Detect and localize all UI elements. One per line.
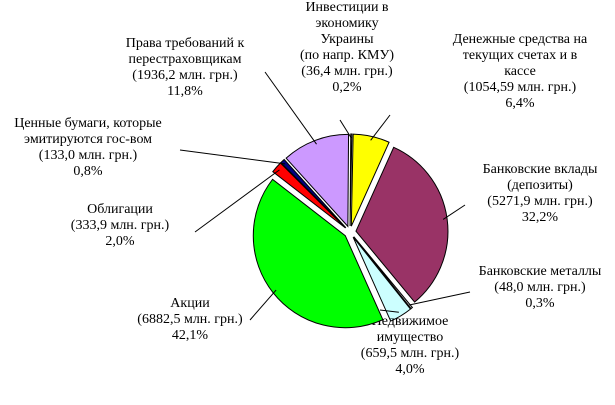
slice-percent: 0,2% xyxy=(332,80,362,95)
label-line: Денежные средства на xyxy=(453,32,588,47)
label-line: кассе xyxy=(504,64,536,79)
label-line: эмитируются гос-вом xyxy=(24,132,152,147)
slice-label: Облигации xyxy=(87,202,153,217)
slice-percent: 6,4% xyxy=(505,96,535,111)
label-line: Ценные бумаги, которые xyxy=(14,116,162,131)
label-line: Права требований к xyxy=(126,36,245,51)
leader-line xyxy=(442,204,466,220)
slice-label: Права требований к перестраховщикам xyxy=(126,36,245,67)
pie-slice xyxy=(353,236,414,310)
pie-slice xyxy=(280,158,347,229)
slice-label: Банковские металлы xyxy=(479,264,602,279)
label-line: имущество xyxy=(377,330,444,345)
slice-percent: 2,0% xyxy=(105,234,135,249)
slice-amount: (333,9 млн. грн.) xyxy=(71,218,170,233)
pie-slice xyxy=(355,146,449,303)
label-line: (депозиты) xyxy=(507,178,573,193)
slice-amount: (659,5 млн. грн.) xyxy=(361,346,460,361)
slice-amount: (6882,5 млн. грн.) xyxy=(137,312,243,327)
slice-amount: (133,0 млн. грн.) xyxy=(39,148,138,163)
leader-line xyxy=(339,119,352,139)
slice-amount: (1936,2 млн. грн.) xyxy=(132,68,238,83)
slice-label: Акции xyxy=(170,296,210,311)
leader-line xyxy=(264,71,317,145)
slice-label: Инвестиции в экономику Украины (по напр. КМ… xyxy=(300,0,394,63)
label-line: Недвижимое xyxy=(372,314,449,329)
label-line: перестраховщикам xyxy=(129,52,242,67)
label-line: Украины xyxy=(320,32,374,47)
label-line: Банковские металлы xyxy=(479,264,602,279)
label-line: экономику xyxy=(315,16,378,31)
pie-slice xyxy=(252,178,384,329)
label-line: Инвестиции в xyxy=(305,0,388,15)
slice-amount: (5271,9 млн. грн.) xyxy=(487,194,593,209)
slice-percent: 0,3% xyxy=(525,296,555,311)
pie-slice xyxy=(349,133,353,227)
pie-slice xyxy=(350,133,390,227)
label-line: Акции xyxy=(170,296,210,311)
pie-slice xyxy=(352,236,412,322)
slice-label: Ценные бумаги, которые эмитируются гос-во… xyxy=(14,116,162,147)
slice-percent: 11,8% xyxy=(167,84,203,99)
slice-percent: 0,8% xyxy=(73,164,103,179)
slice-label: Денежные средства на текущих счетах и в ка… xyxy=(453,32,588,79)
slice-label: Недвижимое имущество xyxy=(372,314,449,345)
leader-line xyxy=(409,291,471,306)
slice-label: Банковские вклады (депозиты) xyxy=(483,162,598,193)
slice-percent: 4,0% xyxy=(395,362,425,377)
leader-line xyxy=(379,309,399,313)
slice-amount: (36,4 млн. грн.) xyxy=(301,64,393,79)
slice-amount: (48,0 млн. грн.) xyxy=(494,280,586,295)
label-line: Банковские вклады xyxy=(483,162,598,177)
leader-line xyxy=(194,169,280,233)
leader-line xyxy=(370,114,391,141)
label-line: Облигации xyxy=(87,202,153,217)
slice-percent: 32,2% xyxy=(522,210,559,225)
leader-line xyxy=(179,149,286,165)
leader-line xyxy=(249,289,277,321)
slice-percent: 42,1% xyxy=(172,328,209,343)
slice-amount: (1054,59 млн. грн.) xyxy=(464,80,577,95)
label-line: (по напр. КМУ) xyxy=(300,48,394,63)
pie-slice xyxy=(285,133,350,228)
label-line: текущих счетах и в xyxy=(463,48,578,63)
